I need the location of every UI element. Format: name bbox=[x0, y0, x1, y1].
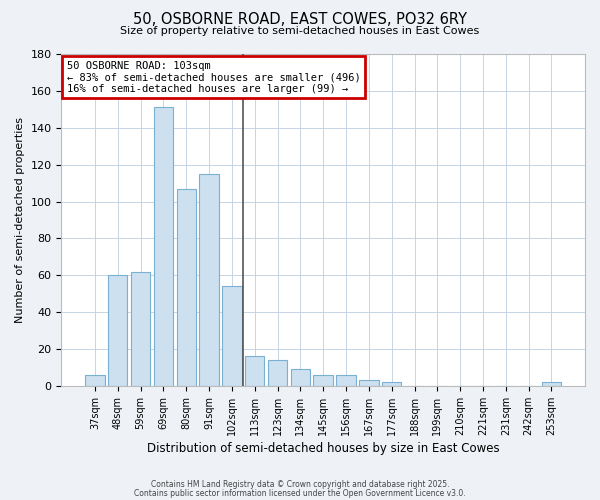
Bar bbox=[542, 382, 561, 386]
Bar bbox=[337, 375, 356, 386]
Y-axis label: Number of semi-detached properties: Number of semi-detached properties bbox=[15, 117, 25, 323]
Text: Contains HM Land Registry data © Crown copyright and database right 2025.: Contains HM Land Registry data © Crown c… bbox=[151, 480, 449, 489]
Bar bbox=[313, 375, 333, 386]
Bar bbox=[85, 375, 104, 386]
Bar bbox=[359, 380, 379, 386]
Bar bbox=[131, 272, 150, 386]
Text: Contains public sector information licensed under the Open Government Licence v3: Contains public sector information licen… bbox=[134, 488, 466, 498]
Bar bbox=[108, 276, 127, 386]
Bar bbox=[245, 356, 265, 386]
Text: 50, OSBORNE ROAD, EAST COWES, PO32 6RY: 50, OSBORNE ROAD, EAST COWES, PO32 6RY bbox=[133, 12, 467, 28]
Bar bbox=[222, 286, 242, 386]
Bar bbox=[290, 370, 310, 386]
Bar bbox=[268, 360, 287, 386]
Bar bbox=[154, 108, 173, 386]
Text: Size of property relative to semi-detached houses in East Cowes: Size of property relative to semi-detach… bbox=[121, 26, 479, 36]
X-axis label: Distribution of semi-detached houses by size in East Cowes: Distribution of semi-detached houses by … bbox=[147, 442, 500, 455]
Text: 50 OSBORNE ROAD: 103sqm
← 83% of semi-detached houses are smaller (496)
16% of s: 50 OSBORNE ROAD: 103sqm ← 83% of semi-de… bbox=[67, 60, 361, 94]
Bar bbox=[382, 382, 401, 386]
Bar bbox=[176, 188, 196, 386]
Bar bbox=[199, 174, 219, 386]
